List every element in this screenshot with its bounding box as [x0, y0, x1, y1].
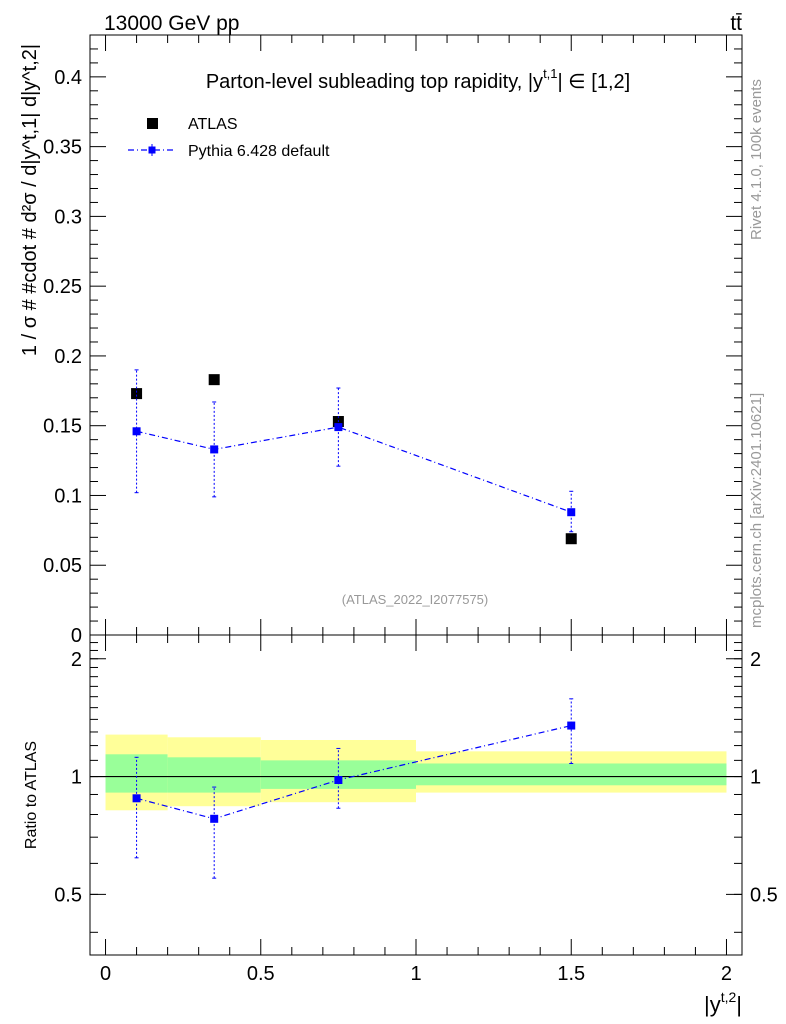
pythia-data-point	[132, 427, 141, 436]
atlas-data-point	[565, 533, 577, 545]
mcplots-label: mcplots.cern.ch [arXiv:2401.10621]	[748, 393, 765, 628]
x-tick-label: 0.5	[247, 963, 275, 985]
y-tick-label: 0.2	[54, 346, 82, 368]
y-tick-label: 0.15	[43, 416, 82, 438]
ratio-data-point	[210, 814, 219, 823]
y-tick-label: 0.05	[43, 555, 82, 577]
ratio-y-tick-label-right: 1	[750, 767, 761, 789]
y-tick-label: 0.3	[54, 206, 82, 228]
legend-pythia-marker	[148, 146, 156, 154]
header-left: 13000 GeV pp	[104, 12, 239, 35]
ratio-y-tick-label-right: 2	[750, 649, 761, 671]
ratio-data-layer	[132, 698, 576, 879]
pythia-data-point	[567, 508, 576, 517]
pythia-data-point	[210, 445, 219, 454]
ratio-y-tick-label-right: 0.5	[750, 884, 778, 906]
atlas-data-point	[131, 388, 143, 400]
legend: ATLAS Pythia 6.428 default	[128, 116, 330, 160]
ratio-pythia-line	[136, 724, 572, 820]
y-tick-label: 0.35	[43, 137, 82, 159]
ratio-axis-ticks: 0 0.5 1 1.5 2 0.5 0.5 1 1 2 2	[54, 35, 778, 985]
analysis-watermark: (ATLAS_2022_I2077575)	[342, 592, 488, 607]
ratio-y-axis-label: Ratio to ATLAS	[23, 741, 40, 849]
ratio-band-green	[416, 763, 727, 786]
legend-pythia-label: Pythia 6.428 default	[188, 143, 330, 160]
y-axis-label: 1 / σ # #cdot # d²σ / d|y^t,1| d|y^t,2|	[19, 44, 41, 356]
xlabel-tail: |	[736, 992, 742, 1017]
x-tick-label: 2	[721, 963, 732, 985]
main-axis-ticks: 0 0.05 0.1 0.15 0.2 0.25 0.3 0.35 0.4	[43, 34, 742, 647]
x-tick-label: 0	[100, 963, 111, 985]
y-tick-label: 0.1	[54, 485, 82, 507]
atlas-data-point	[208, 374, 220, 386]
y-tick-label: 0	[71, 625, 82, 647]
ratio-y-tick-label: 1	[71, 767, 82, 789]
pythia-series-line	[136, 426, 572, 513]
ratio-y-tick-label: 2	[71, 649, 82, 671]
x-axis-label: |yt,2|	[704, 989, 742, 1017]
rivet-label: Rivet 4.1.0, 100k events	[748, 79, 765, 240]
title-tail: | ∈ [1,2]	[558, 71, 631, 93]
legend-atlas-marker	[147, 118, 158, 129]
main-data-layer	[131, 369, 577, 545]
xlabel-superscript: t,2	[721, 989, 737, 1005]
title-superscript: t,1	[543, 66, 557, 81]
ratio-uncertainty-bands	[90, 734, 742, 811]
xlabel-main: |y	[704, 992, 721, 1017]
ratio-y-tick-label: 0.5	[54, 884, 82, 906]
ratio-data-point	[334, 775, 343, 784]
ratio-data-point	[132, 794, 141, 803]
y-tick-label: 0.25	[43, 276, 82, 298]
ratio-data-point	[567, 721, 576, 730]
chart-title: Parton-level subleading top rapidity, |y…	[206, 66, 630, 93]
pythia-data-point	[334, 423, 343, 432]
legend-atlas-label: ATLAS	[188, 116, 238, 133]
x-tick-label: 1.5	[557, 963, 585, 985]
title-main: Parton-level subleading top rapidity, |y	[206, 71, 543, 93]
y-tick-label: 0.4	[54, 67, 82, 89]
header-right: tt̄	[730, 12, 742, 35]
x-tick-label: 1	[410, 963, 421, 985]
